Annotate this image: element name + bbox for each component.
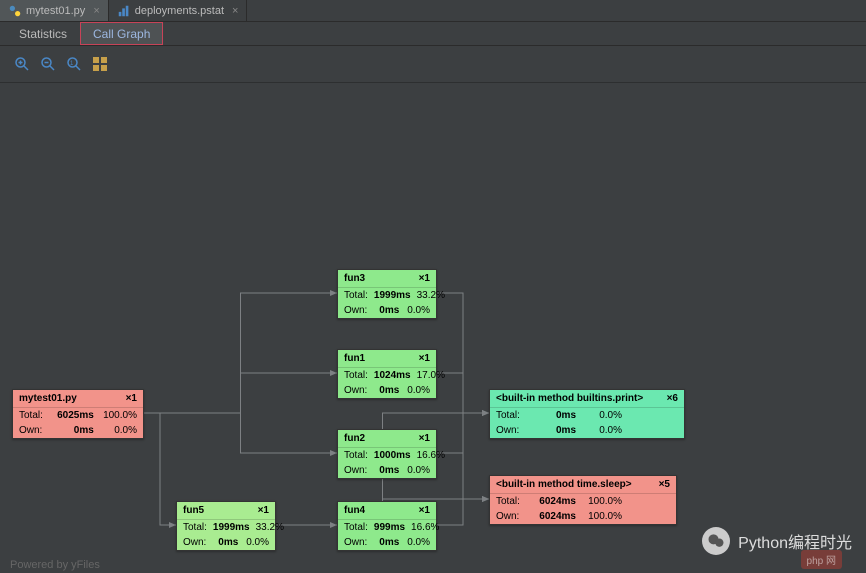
- file-tab-deployments[interactable]: deployments.pstat ×: [109, 0, 248, 21]
- svg-text:1: 1: [70, 61, 74, 67]
- graph-toolbar: 1: [0, 46, 866, 83]
- graph-node-root[interactable]: mytest01.py×1Total:6025ms100.0%Own:0ms0.…: [12, 389, 144, 439]
- close-icon[interactable]: ×: [232, 5, 238, 17]
- graph-node-print[interactable]: <built-in method builtins.print>×6Total:…: [489, 389, 685, 439]
- graph-node-fun2[interactable]: fun2×1Total:1000ms16.6%Own:0ms0.0%: [337, 429, 437, 479]
- graph-canvas[interactable]: mytest01.py×1Total:6025ms100.0%Own:0ms0.…: [0, 83, 866, 573]
- graph-node-sleep[interactable]: <built-in method time.sleep>×5Total:6024…: [489, 475, 677, 525]
- file-tab-label: deployments.pstat: [135, 5, 224, 17]
- subtab-bar: Statistics Call Graph: [0, 22, 866, 46]
- python-icon: [8, 4, 22, 18]
- zoom-out-icon[interactable]: [40, 56, 56, 72]
- tab-call-graph[interactable]: Call Graph: [80, 22, 163, 45]
- file-tab-label: mytest01.py: [26, 5, 85, 17]
- file-tab-mytest[interactable]: mytest01.py ×: [0, 0, 109, 21]
- layout-icon[interactable]: [92, 56, 108, 72]
- graph-node-fun1[interactable]: fun1×1Total:1024ms17.0%Own:0ms0.0%: [337, 349, 437, 399]
- edges-layer: [0, 83, 866, 573]
- pstat-icon: [117, 4, 131, 18]
- graph-node-fun3[interactable]: fun3×1Total:1999ms33.2%Own:0ms0.0%: [337, 269, 437, 319]
- powered-by-label: Powered by yFiles: [10, 559, 100, 571]
- file-tabbar: mytest01.py × deployments.pstat ×: [0, 0, 866, 22]
- close-icon[interactable]: ×: [93, 5, 99, 17]
- graph-node-fun4[interactable]: fun4×1Total:999ms16.6%Own:0ms0.0%: [337, 501, 437, 551]
- zoom-reset-icon[interactable]: 1: [66, 56, 82, 72]
- wechat-icon: [702, 527, 730, 555]
- php-badge: php 网: [801, 550, 842, 569]
- tab-statistics[interactable]: Statistics: [6, 22, 80, 45]
- graph-node-fun5[interactable]: fun5×1Total:1999ms33.2%Own:0ms0.0%: [176, 501, 276, 551]
- zoom-in-icon[interactable]: [14, 56, 30, 72]
